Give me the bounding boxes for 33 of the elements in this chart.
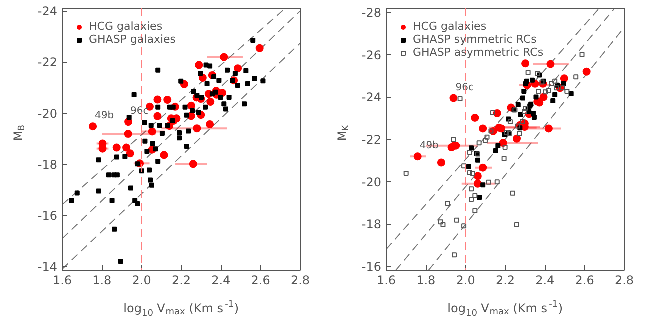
y-tick-label: -16 — [38, 209, 58, 224]
annotation: 49b — [420, 140, 439, 152]
x-tick-label: 2.0 — [456, 274, 476, 288]
x-tick-label: 2.8 — [614, 274, 634, 288]
y-tick-label: -14 — [38, 260, 58, 274]
annotation: 49b — [95, 110, 114, 122]
y-tick-label: -18 — [38, 158, 58, 172]
y-tick-label: -18 — [362, 218, 382, 232]
y-tick-label: -20 — [38, 106, 58, 121]
x-tick-label: 2.2 — [496, 274, 516, 288]
x-tick-label: 2.6 — [251, 274, 270, 288]
x-tick-label: 2.4 — [536, 274, 555, 288]
x-tick-label: 1.8 — [92, 274, 112, 288]
y-tick-label: -28 — [362, 6, 382, 20]
y-tick-label: -24 — [362, 90, 382, 105]
x-tick-label: 2.0 — [132, 274, 152, 288]
x-tick-label: 2.8 — [290, 274, 310, 288]
y-tick-label: -20 — [362, 175, 382, 190]
y-tick-label: -24 — [38, 4, 58, 19]
y-tick-label: -16 — [362, 260, 382, 274]
annotation: 96c — [456, 82, 474, 94]
x-tick-label: 2.2 — [172, 274, 192, 288]
y-axis-title: MB — [12, 124, 28, 142]
x-tick-label: 1.8 — [416, 274, 436, 288]
y-tick-label: -22 — [38, 56, 58, 70]
y-tick-label: -26 — [362, 48, 382, 62]
x-tick-label: 1.6 — [376, 274, 396, 288]
annotation: 96c — [130, 106, 149, 117]
y-tick-label: -22 — [362, 133, 382, 147]
x-tick-label: 2.4 — [212, 274, 231, 288]
y-axis-title: MK — [336, 124, 352, 142]
x-tick-label: 2.6 — [575, 274, 594, 288]
x-tick-label: 1.6 — [52, 274, 72, 288]
